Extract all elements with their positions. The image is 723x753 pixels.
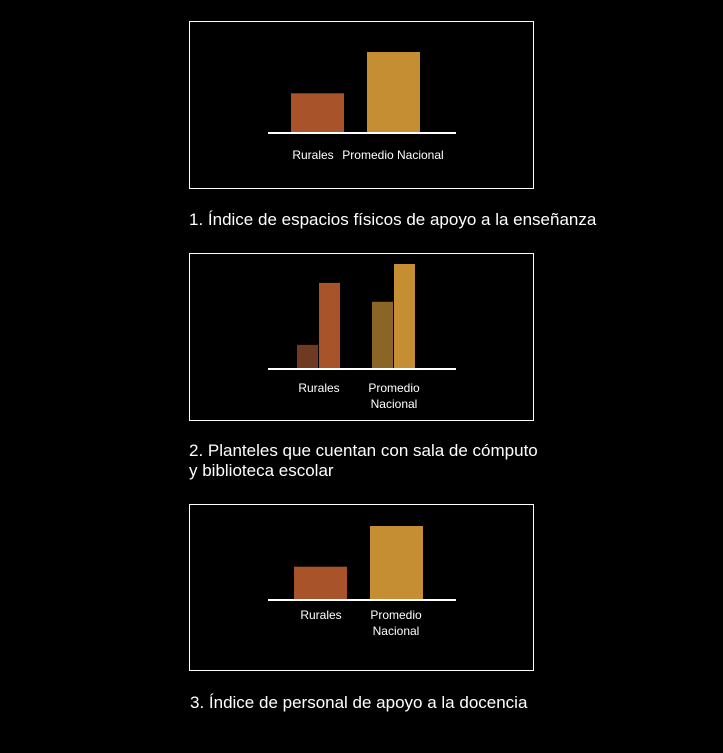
chart-1-xtick-1: Promedio Nacional: [342, 148, 443, 162]
chart-3-xtick-1-0: Promedio: [370, 608, 422, 622]
chart-1-caption-line: 1. Índice de espacios físicos de apoyo a…: [189, 210, 597, 229]
chart-2-svg: Rurales Promedio Nacional: [268, 264, 456, 411]
chart-2-bar-s0-c1: [372, 301, 393, 369]
chart-3-xtick-1-1: Nacional: [373, 624, 420, 638]
chart-1-svg: Rurales Promedio Nacional: [268, 52, 456, 162]
chart-3-caption: 3. Índice de personal de apoyo a la doce…: [190, 693, 527, 713]
chart-1-bar-1: [367, 52, 420, 133]
chart-frame-3: Rurales Promedio Nacional: [189, 504, 534, 671]
chart-3-caption-line: 3. Índice de personal de apoyo a la doce…: [190, 693, 528, 712]
chart-3-bar-1: [370, 526, 423, 600]
chart-3-xtick-0-0: Rurales: [300, 608, 341, 622]
chart-2-bar-s1-c1: [394, 264, 415, 369]
chart-3-bar-0: [294, 566, 347, 600]
chart-2-xtick-0-0: Rurales: [298, 381, 339, 395]
chart-1-bar-0: [291, 93, 344, 133]
chart-1-caption: 1. Índice de espacios físicos de apoyo a…: [189, 210, 596, 230]
chart-frame-1: Rurales Promedio Nacional: [189, 21, 534, 189]
chart-2-caption-line-2: y biblioteca escolar: [189, 461, 334, 480]
chart-2-caption-line-1: 2. Planteles que cuentan con sala de cóm…: [189, 441, 538, 460]
chart-frame-2: Rurales Promedio Nacional: [189, 253, 534, 421]
chart-1-xtick-0: Rurales: [292, 148, 333, 162]
chart-2-bar-s1-c0: [319, 282, 340, 369]
chart-2-caption: 2. Planteles que cuentan con sala de cóm…: [189, 441, 538, 481]
chart-2-xtick-1-1: Nacional: [371, 397, 418, 411]
chart-3-svg: Rurales Promedio Nacional: [268, 526, 456, 638]
chart-2-xtick-1-0: Promedio: [368, 381, 420, 395]
chart-2-bar-s0-c0: [297, 344, 318, 369]
